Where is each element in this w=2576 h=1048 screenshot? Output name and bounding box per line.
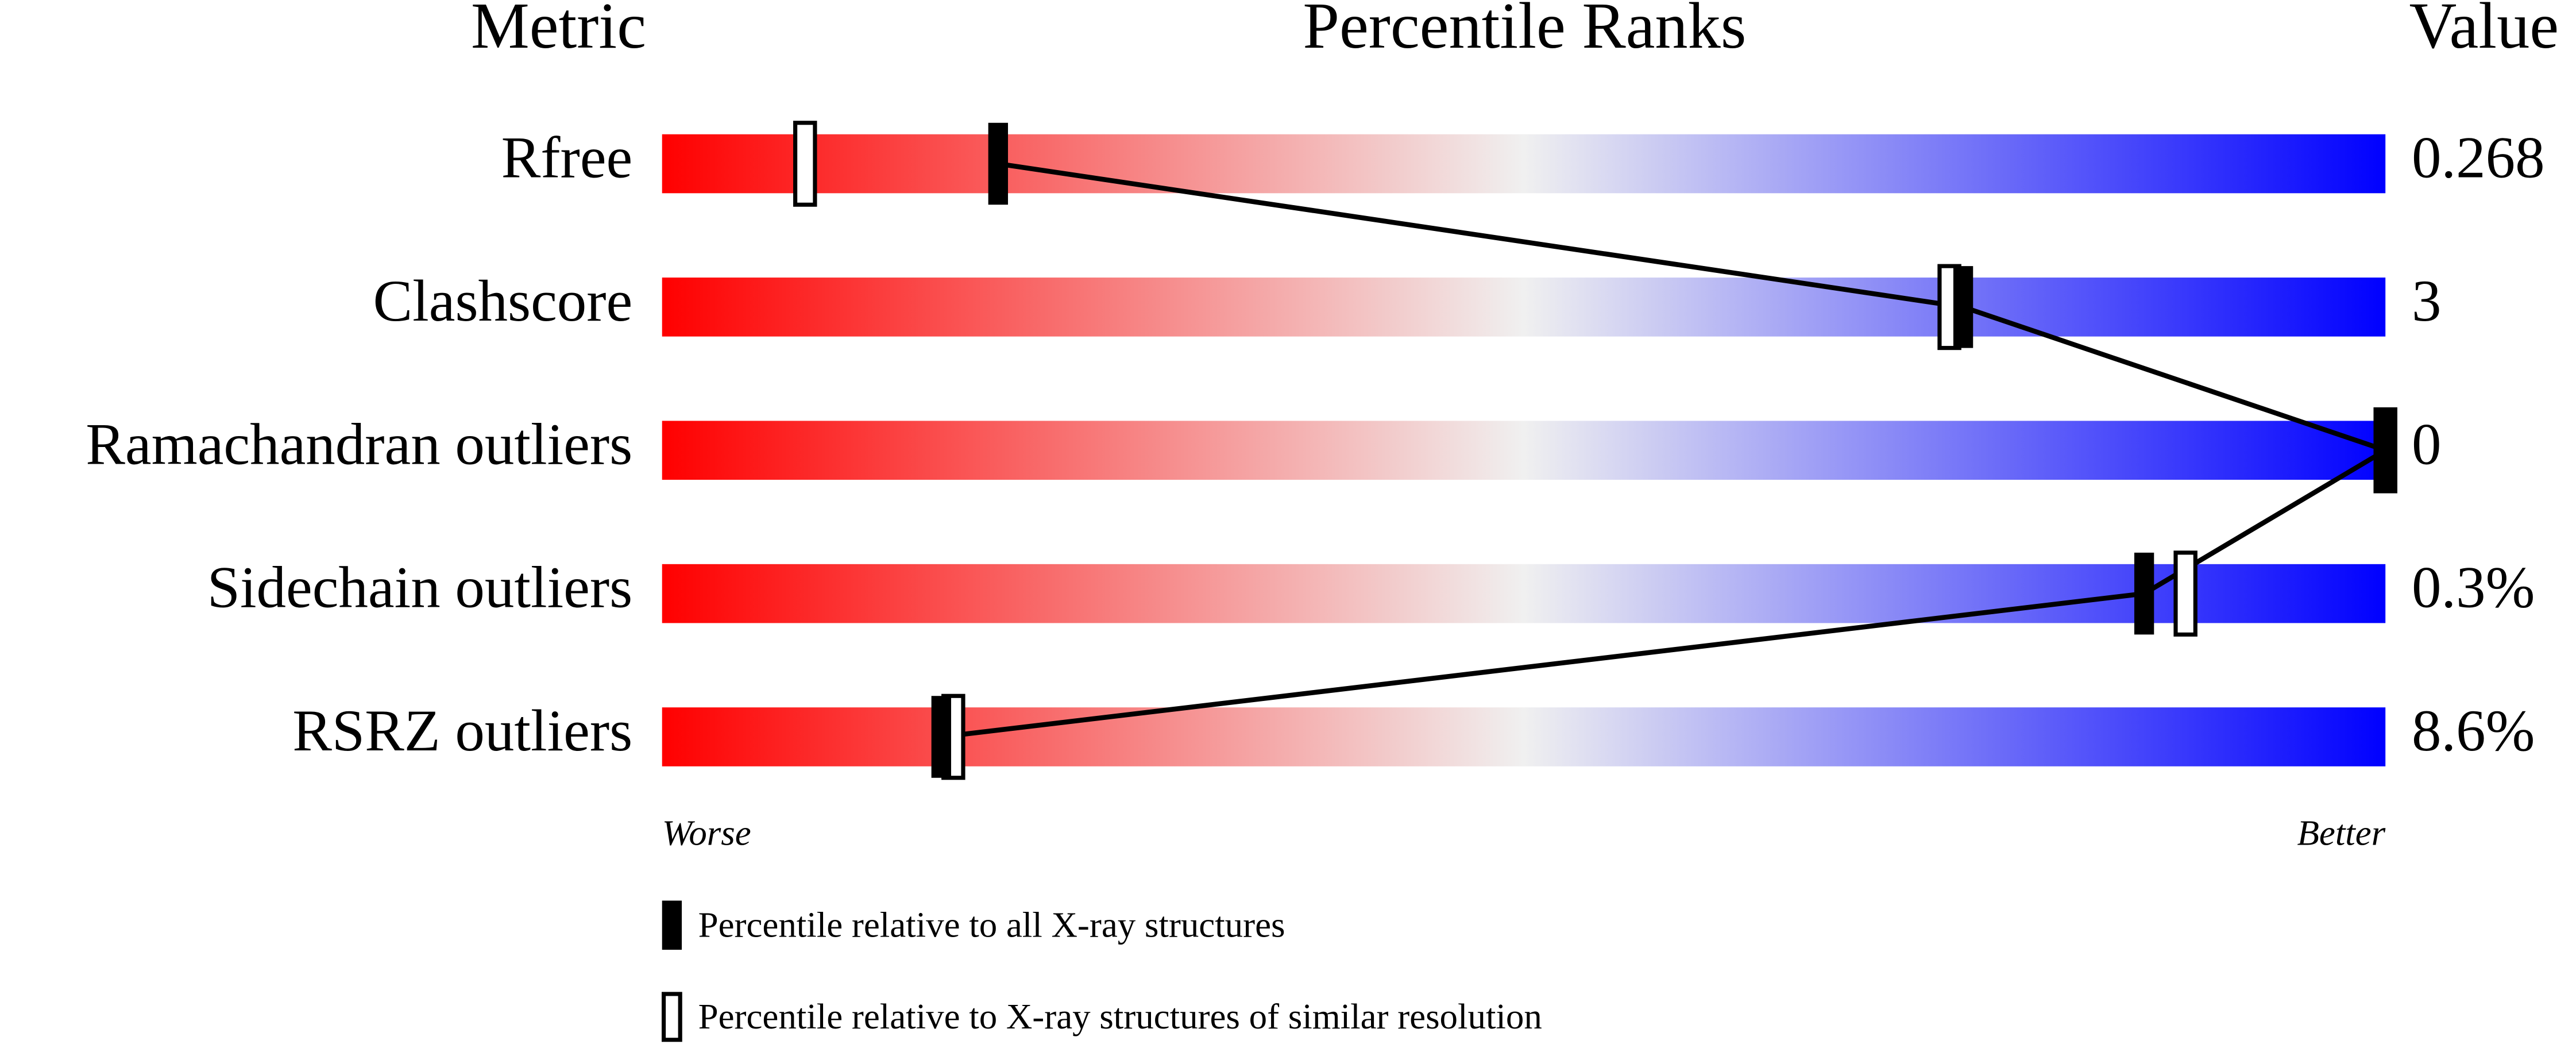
marker-filled	[988, 122, 1008, 205]
metric-value: 0	[2412, 411, 2441, 477]
metric-label: RSRZ outliers	[292, 698, 632, 764]
marker-filled	[2134, 552, 2154, 635]
metric-value: 0.268	[2412, 125, 2545, 191]
header-value: Value	[2409, 0, 2559, 62]
legend-label: Percentile relative to all X-ray structu…	[698, 904, 1285, 945]
metric-label: Rfree	[501, 125, 633, 191]
metric-label: Clashscore	[373, 268, 633, 334]
metric-label: Ramachandran outliers	[86, 411, 632, 477]
percentile-bar	[662, 707, 2386, 766]
metric-label: Sidechain outliers	[207, 555, 633, 621]
marker-open	[793, 121, 817, 207]
header-percentile: Percentile Ranks	[1303, 0, 1746, 62]
legend-marker	[661, 992, 682, 1042]
marker-filled	[1953, 266, 1973, 348]
better-label: Better	[2297, 813, 2385, 853]
worse-label: Worse	[662, 813, 751, 853]
percentile-bar	[662, 421, 2386, 480]
percentile-bar	[662, 564, 2386, 623]
legend-marker	[662, 900, 682, 950]
marker-filled	[931, 696, 951, 778]
metric-value: 0.3%	[2412, 555, 2535, 621]
percentile-bar	[662, 278, 2386, 337]
marker-open	[2173, 550, 2197, 637]
metric-value: 3	[2412, 268, 2441, 334]
legend-label: Percentile relative to X-ray structures …	[698, 996, 1542, 1037]
header-metric: Metric	[471, 0, 646, 62]
percentile-bar	[662, 134, 2386, 194]
marker-filled	[2376, 409, 2396, 491]
metric-value: 8.6%	[2412, 698, 2535, 764]
